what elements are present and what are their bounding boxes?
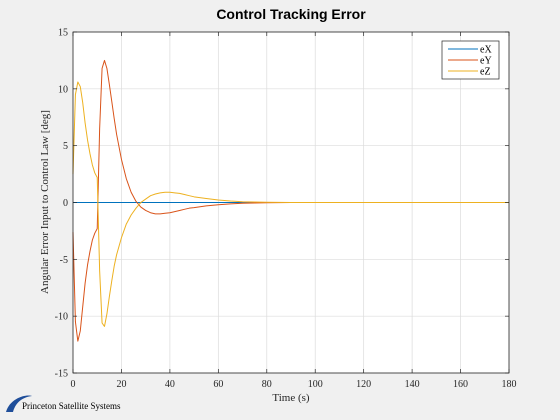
- x-tick-label: 60: [213, 379, 223, 390]
- y-tick-label: -15: [55, 369, 68, 380]
- legend-label-eX: eX: [480, 45, 492, 56]
- x-tick-label: 40: [165, 379, 175, 390]
- chart-title: Control Tracking Error: [216, 6, 366, 22]
- x-tick-label: 80: [262, 379, 272, 390]
- x-tick-label: 140: [405, 379, 420, 390]
- x-tick-label: 20: [116, 379, 126, 390]
- company-logo: Princeton Satellite Systems: [4, 392, 144, 418]
- x-tick-label: 160: [453, 379, 468, 390]
- series-lines: [72, 59, 509, 342]
- y-tick-label: -10: [55, 312, 68, 323]
- logo-text: Princeton Satellite Systems: [22, 401, 121, 411]
- legend-label-eY: eY: [480, 56, 492, 67]
- x-tick-label: 0: [71, 379, 76, 390]
- y-tick-label: 10: [58, 84, 68, 95]
- y-tick-label: 5: [63, 141, 68, 152]
- series-line-eZ: [72, 81, 509, 327]
- y-axis-label: Angular Error Input to Control Law [deg]: [39, 110, 51, 294]
- axis-ticks: 0 20 40 60 80 100 120 140 160 180 -15 -10 -5 0 5 10 15: [55, 28, 517, 391]
- x-tick-label: 180: [502, 379, 517, 390]
- series-line-eY: [72, 59, 509, 342]
- y-tick-label: 15: [58, 28, 68, 39]
- legend-label-eZ: eZ: [480, 67, 491, 78]
- y-tick-label: 0: [63, 198, 68, 209]
- x-axis-label: Time (s): [272, 392, 310, 404]
- x-tick-label: 120: [356, 379, 371, 390]
- swoosh-icon: [6, 395, 32, 412]
- y-tick-label: -5: [60, 255, 68, 266]
- x-tick-label: 100: [308, 379, 323, 390]
